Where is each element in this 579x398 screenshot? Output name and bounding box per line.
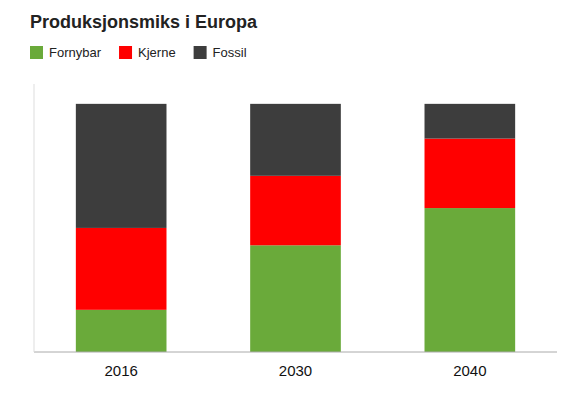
- legend-swatch: [119, 46, 132, 59]
- bar-segment: [425, 208, 516, 352]
- bar-segment: [250, 245, 341, 352]
- x-axis-line: [34, 352, 557, 353]
- legend-label: Fossil: [213, 45, 247, 60]
- bar-segment: [76, 310, 167, 352]
- bar-segment: [250, 176, 341, 245]
- legend-swatch: [30, 46, 43, 59]
- bar-segment: [425, 139, 516, 208]
- legend-label: Fornybar: [49, 45, 102, 60]
- legend-label: Kjerne: [138, 45, 176, 60]
- chart: Produksjonsmiks i Europa 2016 2030 2040 Forn…: [0, 0, 579, 398]
- legend: Fornybar Kjerne Fossil: [30, 45, 247, 60]
- y-axis-line: [34, 84, 35, 352]
- x-tick-label: 2030: [279, 362, 312, 379]
- title: Produksjonsmiks i Europa: [30, 12, 258, 32]
- legend-swatch: [194, 46, 207, 59]
- bar-segment: [76, 228, 167, 310]
- x-tick-label: 2040: [453, 362, 486, 379]
- bar-segment: [76, 104, 167, 228]
- bar-segment: [250, 104, 341, 176]
- bar-segment: [425, 104, 516, 139]
- x-tick-label: 2016: [104, 362, 137, 379]
- bars: [76, 104, 515, 352]
